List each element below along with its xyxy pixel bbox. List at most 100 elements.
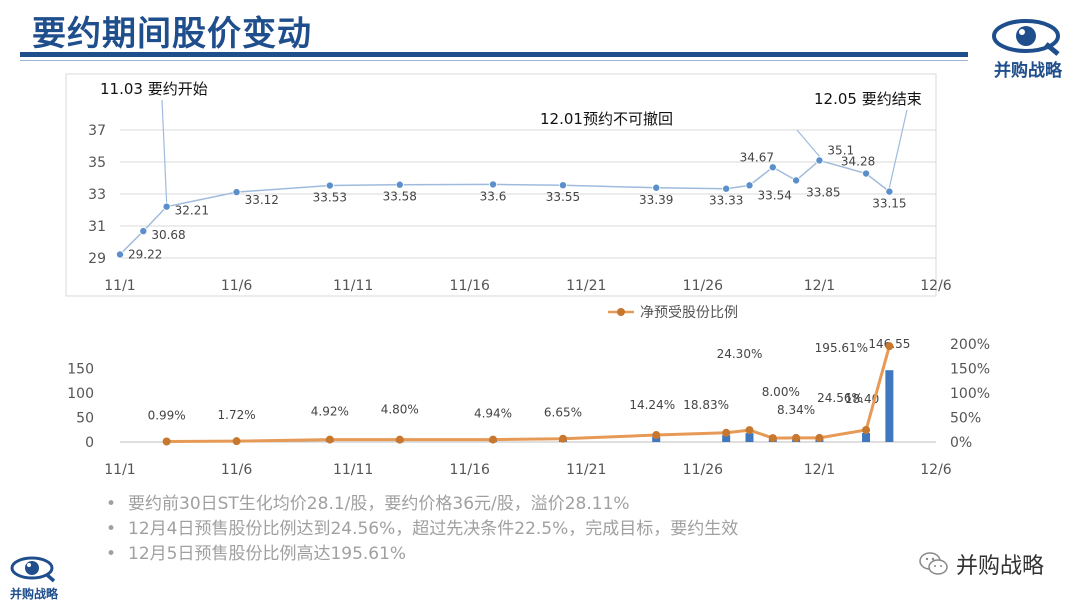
x-tick-label: 11/11 [333, 278, 373, 294]
price-point [116, 250, 125, 259]
y-tick-label: 37 [88, 123, 106, 139]
y-left-tick-label: 100 [67, 386, 94, 402]
x-tick-label: 11/21 [566, 278, 606, 294]
price-point [325, 181, 334, 190]
ratio-point [862, 425, 871, 434]
price-data-label: 34.28 [841, 155, 875, 169]
ratio-data-label: 18.83% [683, 398, 729, 412]
x-tick-label: 11/16 [450, 278, 490, 294]
ratio-data-label: 8.00% [762, 385, 800, 399]
annotation-label: 12.01预约不可撤回 [540, 110, 673, 128]
price-data-label: 33.6 [480, 189, 507, 203]
ratio-data-label: 195.61% [815, 341, 868, 355]
price-data-label: 33.54 [757, 188, 791, 202]
y-left-tick-label: 50 [76, 411, 94, 427]
price-data-label: 33.85 [806, 185, 840, 199]
price-data-label: 34.67 [740, 150, 774, 164]
ratio-data-label: 0.99% [148, 409, 186, 423]
price-data-label: 33.12 [245, 193, 279, 207]
y-left-tick-label: 150 [67, 362, 94, 378]
price-point [745, 181, 754, 190]
price-data-label: 33.33 [709, 194, 743, 208]
ratio-point [722, 428, 731, 437]
page-title: 要约期间股价变动 [32, 14, 312, 54]
ratio-point [768, 434, 777, 443]
price-data-label: 30.68 [151, 228, 185, 242]
y-left-tick-label: 0 [85, 435, 94, 451]
ratio-point [395, 435, 404, 444]
price-point [232, 188, 241, 197]
x-tick-label: 11/11 [333, 462, 373, 478]
bullet-item: 12月4日预售股份比例达到24.56%，超过先决条件22.5%，完成目标，要约生… [128, 517, 738, 542]
logo-small-label: 并购战略 [10, 586, 59, 601]
price-data-label: 33.15 [872, 197, 906, 211]
price-point [722, 184, 731, 193]
title-underline [20, 52, 968, 57]
ratio-point [745, 426, 754, 435]
price-point [862, 169, 871, 178]
x-tick-label: 12/1 [804, 278, 835, 294]
price-point [768, 163, 777, 172]
annotation-label: 12.05 要约结束 [814, 90, 922, 108]
x-tick-label: 11/26 [683, 462, 723, 478]
price-data-label: 33.58 [383, 190, 417, 204]
tender-bar [652, 436, 661, 442]
price-point [792, 176, 801, 185]
tender-bar [862, 432, 871, 442]
x-tick-label: 12/1 [804, 462, 835, 478]
annotation-leader [888, 109, 908, 188]
y-right-tick-label: 200% [950, 337, 990, 353]
price-data-label: 33.55 [546, 190, 580, 204]
wechat-icon [919, 552, 948, 575]
x-tick-label: 11/26 [683, 278, 723, 294]
y-tick-label: 29 [88, 251, 106, 267]
bullet-item: 要约前30日ST生化均价28.1/股，要约价格36元/股，溢价28.11% [128, 492, 738, 517]
annotation-label: 11.03 要约开始 [100, 80, 208, 98]
annotation-leader [161, 99, 168, 203]
ratio-data-label: 6.65% [544, 406, 582, 420]
price-data-label: 32.21 [175, 204, 209, 218]
ratio-data-label: 4.80% [381, 403, 419, 417]
x-tick-label: 11/6 [221, 278, 253, 294]
price-data-label: 29.22 [128, 247, 162, 261]
ratio-point [489, 435, 498, 444]
ratio-point [325, 435, 334, 444]
price-point [815, 156, 824, 165]
tender-bar [745, 433, 754, 442]
logo-label: 并购战略 [994, 60, 1063, 81]
tender-bar [885, 370, 894, 442]
y-tick-label: 31 [88, 219, 106, 235]
price-point [162, 202, 171, 211]
price-point [139, 227, 148, 236]
price-data-label: 33.53 [313, 191, 347, 205]
x-tick-label: 12/6 [920, 278, 952, 294]
price-series-line [119, 159, 890, 256]
ratio-point [885, 342, 894, 351]
wechat-watermark: 并购战略 [918, 548, 1044, 580]
annotation-leader [796, 129, 820, 157]
eye-logo-icon: 并购战略 [992, 19, 1063, 81]
ratio-point [792, 433, 801, 442]
y-right-tick-label: 0% [950, 435, 972, 451]
legend-line-marker [617, 308, 625, 316]
y-right-tick-label: 50% [950, 411, 981, 427]
ratio-data-label: 24.56% [817, 391, 863, 405]
ratio-point [232, 437, 241, 446]
wechat-account-name: 并购战略 [955, 554, 1044, 579]
ratio-point [162, 437, 171, 446]
price-point [885, 187, 894, 196]
price-point [558, 181, 567, 190]
bullet-item: 12月5日预售股份比例高达195.61% [128, 542, 738, 567]
ratio-data-label: 24.30% [717, 347, 763, 361]
y-right-tick-label: 100% [950, 386, 990, 402]
eye-logo-small-icon: 并购战略 [10, 556, 59, 601]
bullet-list: 要约前30日ST生化均价28.1/股，要约价格36元/股，溢价28.11% 12… [128, 492, 738, 567]
x-tick-label: 12/6 [920, 462, 952, 478]
ratio-data-label: 4.94% [474, 407, 512, 421]
ratio-data-label: 14.24% [629, 398, 675, 412]
title-underline-thin [20, 60, 968, 61]
price-line-chart: 29 31 33 35 37 11/1 11/6 11/11 11/16 11/21 11/26 12… [65, 73, 952, 297]
price-point [652, 183, 661, 192]
ratio-data-label: 4.92% [311, 405, 349, 419]
ratio-point [652, 431, 661, 440]
